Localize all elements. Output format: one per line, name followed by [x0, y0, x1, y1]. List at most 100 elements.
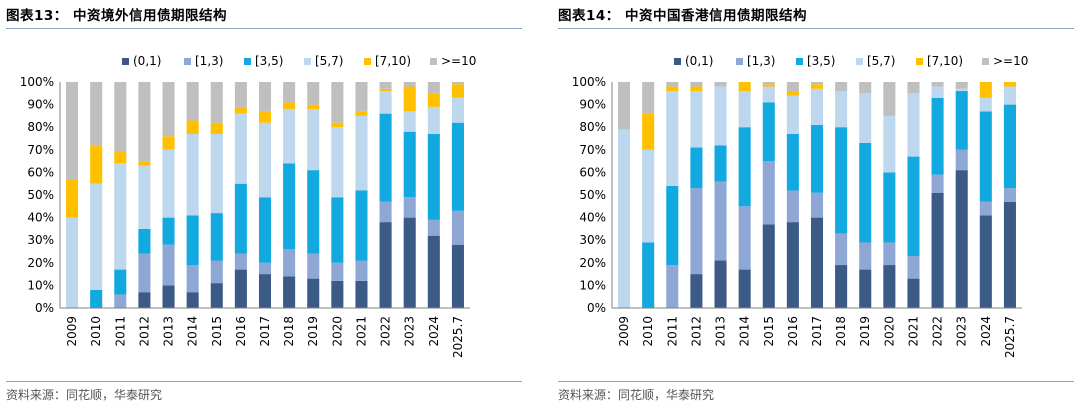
bar-segment-10-2024	[427, 82, 440, 94]
y-tick-label: 60%	[579, 165, 606, 179]
y-tick-label: 0%	[587, 301, 606, 315]
bar-segment-10-2021	[907, 82, 920, 94]
bar-segment-1-3-2021	[355, 260, 368, 281]
bar-segment-3-5-2012	[138, 228, 151, 254]
bar-segment-7-10-2021	[355, 111, 368, 116]
x-tick-label: 2013	[162, 316, 176, 347]
bar-segment-7-10-2012	[138, 161, 151, 166]
bar-segment-1-3-2025-7	[451, 210, 464, 245]
bar-segment-1-3-2024	[427, 219, 440, 236]
bar-segment-7-10-2010	[90, 145, 103, 184]
bar-segment-0-1-2018	[283, 276, 296, 308]
chart-panel-left: 图表13： 中资境外信用债期限结构 (0,1) [1,3) [3,5) [5,7) [7…	[0, 0, 528, 411]
x-tick-label: 2009	[617, 316, 631, 347]
y-tick-label: 20%	[27, 256, 54, 270]
bar-segment-5-7-2022	[931, 86, 944, 98]
legend-swatch	[184, 58, 191, 65]
bar-segment-5-7-2018	[283, 109, 296, 164]
legend-swatch	[982, 58, 989, 65]
bar-segment-3-5-2014	[738, 127, 751, 207]
x-tick-label: 2022	[931, 316, 945, 347]
bar-segment-1-3-2021	[907, 256, 920, 279]
bar-segment-3-5-2019	[859, 143, 872, 243]
legend-item-7-10: [7,10)	[364, 54, 411, 68]
x-tick-label: 2018	[834, 316, 848, 347]
bar-segment-7-10-2009	[66, 179, 79, 218]
bar-segment-5-7-2013	[714, 86, 727, 146]
bar-segment-0-1-2016	[786, 222, 799, 308]
bar-segment-10-2016	[786, 82, 799, 92]
bar-segment-3-5-2015	[762, 102, 775, 162]
bar-segment-1-3-2012	[690, 188, 703, 275]
bar-segment-10-2025-7	[451, 82, 464, 85]
bar-segment-1-3-2013	[714, 181, 727, 261]
bar-segment-5-7-2009	[618, 129, 631, 308]
bar-segment-5-7-2021	[907, 93, 920, 157]
y-tick-label: 0%	[35, 301, 54, 315]
x-tick-label: 2023	[403, 316, 417, 347]
bar-segment-5-7-2020	[331, 127, 344, 198]
x-tick-label: 2019	[306, 316, 320, 347]
legend-swatch	[304, 58, 311, 65]
bar-segment-7-10-2024	[427, 93, 440, 107]
bar-segment-5-7-2015	[762, 86, 775, 103]
legend-label: (0,1)	[685, 54, 713, 68]
chart-panel-right: 图表14： 中资中国香港信用债期限结构 (0,1) [1,3) [3,5) [5,7)…	[552, 0, 1080, 411]
legend-label: [3,5)	[255, 54, 283, 68]
bar-segment-3-5-2013	[714, 145, 727, 182]
bar-segment-10-2012	[138, 82, 151, 162]
bar-segment-1-3-2020	[883, 242, 896, 266]
bar-segment-1-3-2015	[210, 260, 223, 284]
bar-segment-1-3-2024	[979, 201, 992, 216]
bar-segment-5-7-2024	[979, 97, 992, 112]
stacked-bar-chart: (0,1) [1,3) [3,5) [5,7) [7,10) >=10 0% 10% 20% 30…	[20, 54, 477, 358]
bar-segment-5-7-2010	[90, 183, 103, 290]
bar-segment-3-5-2016	[234, 183, 247, 254]
bar-segment-3-5-2023	[955, 91, 968, 150]
bar-segment-10-2009	[618, 82, 631, 130]
legend-item-7-10: [7,10)	[916, 54, 963, 68]
y-tick-label: 100%	[572, 75, 606, 89]
bar-segment-0-1-2012	[138, 292, 151, 308]
bar-segment-3-5-2021	[907, 156, 920, 257]
legend-label: [3,5)	[807, 54, 835, 68]
bar-segment-3-5-2019	[307, 170, 320, 254]
y-tick-label: 90%	[579, 98, 606, 112]
bar-segment-0-1-2019	[859, 269, 872, 308]
bar-segment-10-2023	[403, 82, 416, 87]
bar-segment-1-3-2011	[114, 294, 127, 308]
legend-label: [7,10)	[927, 54, 963, 68]
bar-segment-0-1-2020	[331, 280, 344, 308]
bar-segment-0-1-2023	[955, 170, 968, 308]
legend-item-3-5: [3,5)	[244, 54, 283, 68]
y-tick-label: 40%	[27, 211, 54, 225]
legend-item-1-3: [1,3)	[184, 54, 223, 68]
y-tick-label: 70%	[27, 143, 54, 157]
bar-segment-3-5-2010	[642, 242, 655, 308]
bar-segment-5-7-2025-7	[1003, 86, 1016, 105]
legend-swatch	[122, 58, 129, 65]
x-tick-label: 2016	[786, 316, 800, 347]
bar-segment-5-7-2016	[234, 113, 247, 184]
legend-label: [1,3)	[747, 54, 775, 68]
bar-segment-3-5-2022	[379, 113, 392, 202]
bar-segment-1-3-2019	[307, 253, 320, 279]
x-tick-label: 2012	[137, 316, 151, 347]
bar-segment-0-1-2021	[907, 278, 920, 308]
bar-segment-10-2019	[307, 82, 320, 105]
legend-label: (0,1)	[133, 54, 161, 68]
bar-segment-5-7-2017	[810, 88, 824, 125]
bar-segment-0-1-2015	[762, 224, 775, 308]
bar-segment-7-10-2016	[234, 106, 247, 114]
bar-segment-3-5-2011	[114, 269, 127, 295]
legend-swatch	[916, 58, 923, 65]
bar-segment-10-2011	[666, 82, 679, 87]
bar-segment-5-7-2021	[355, 115, 368, 191]
bar-segment-0-1-2012	[690, 274, 703, 308]
bar-segment-5-7-2009	[66, 217, 79, 308]
legend-label: [5,7)	[315, 54, 343, 68]
source-rule	[6, 381, 522, 382]
x-tick-label: 2009	[65, 316, 79, 347]
bar-segment-0-1-2022	[379, 222, 392, 308]
bar-segment-1-3-2023	[403, 197, 416, 218]
